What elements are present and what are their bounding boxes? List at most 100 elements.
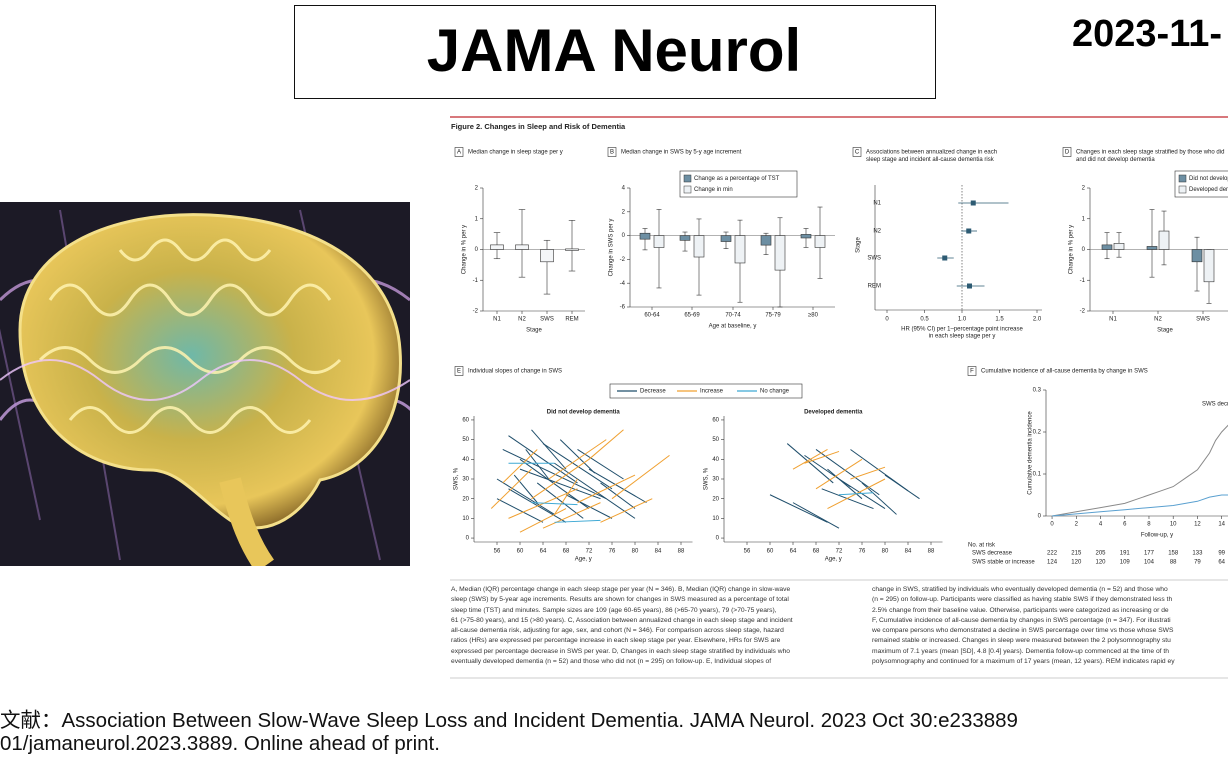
caption-line: all-cause dementia risk, adjusting for a… xyxy=(451,627,784,635)
y-tick-label: N1 xyxy=(873,201,881,207)
x-tick-label: 6 xyxy=(1123,522,1127,528)
slope-line xyxy=(804,450,840,464)
slope-line xyxy=(884,474,920,500)
slope-line xyxy=(815,458,863,490)
box xyxy=(760,235,772,246)
x-tick-label: 88 xyxy=(928,549,935,555)
y-axis-label: Change in % per y xyxy=(1069,225,1075,274)
slope-line xyxy=(502,449,607,500)
x-tick-label: 65-69 xyxy=(684,313,700,319)
x-tick-label: 56 xyxy=(494,549,501,555)
slide-date: 2023-11- xyxy=(1072,13,1222,55)
slope-line xyxy=(554,519,601,523)
y-tick-label: 0 xyxy=(466,536,470,542)
risk-count: 205 xyxy=(1096,551,1107,557)
risk-count: 88 xyxy=(1170,560,1177,566)
x-tick-label: 10 xyxy=(1170,522,1177,528)
caption-line: maximum of 7.1 years (mean [SD], 4.8 [0.… xyxy=(872,647,1169,655)
risk-row-label: SWS stable or increase xyxy=(972,560,1035,566)
panel-label: C xyxy=(855,150,860,156)
y-tick-label: 4 xyxy=(622,186,626,192)
y-tick-label: 50 xyxy=(462,437,469,443)
y-axis-label: Cumulative dementia incidence xyxy=(1028,411,1034,495)
point-estimate xyxy=(970,200,976,206)
caption-line: we compare persons who demonstrated a de… xyxy=(872,627,1174,635)
x-tick-label: SWS xyxy=(540,317,554,323)
x-tick-label: 64 xyxy=(540,549,547,555)
x-tick-label: 60 xyxy=(767,549,774,555)
slope-line xyxy=(792,502,840,529)
box xyxy=(679,235,691,241)
x-tick-label: 12 xyxy=(1194,522,1201,528)
x-tick-label: 60 xyxy=(517,549,524,555)
slope-line xyxy=(525,449,550,480)
y-tick-label: 0.1 xyxy=(1033,472,1042,478)
y-tick-label: 10 xyxy=(712,516,719,522)
y-tick-label: 2 xyxy=(622,209,626,215)
box xyxy=(515,244,529,250)
y-tick-label: -2 xyxy=(473,309,479,315)
caption-left: A, Median (IQR) percentage change in eac… xyxy=(451,585,863,667)
y-tick-label: 60 xyxy=(462,418,469,424)
risk-count: 133 xyxy=(1192,551,1203,557)
slope-line xyxy=(559,439,596,474)
incidence-curve xyxy=(1052,494,1228,517)
y-tick-label: 1 xyxy=(1082,216,1086,222)
risk-count: 177 xyxy=(1144,551,1155,557)
caption-line: 2.5% change from their baseline value. O… xyxy=(872,606,1169,614)
y-tick-label: 2 xyxy=(1082,186,1086,192)
slope-line xyxy=(496,478,555,515)
y-tick-label: -2 xyxy=(1080,309,1086,315)
risk-count: 79 xyxy=(1194,560,1201,566)
legend-swatch xyxy=(683,185,692,194)
x-tick-label: 0.5 xyxy=(920,317,929,323)
y-tick-label: -2 xyxy=(620,257,626,263)
panel-title: Median change in sleep stage per y xyxy=(468,150,563,156)
slope-line xyxy=(577,474,636,504)
panel-label: E xyxy=(457,369,461,375)
x-axis-label: in each sleep stage per y xyxy=(929,334,996,340)
y-axis-label: SWS, % xyxy=(704,467,710,490)
panel-label-box xyxy=(852,147,862,157)
panel-title: sleep stage and incident all-cause demen… xyxy=(866,157,995,163)
x-tick-label: 2 xyxy=(1075,522,1079,528)
legend-swatch xyxy=(1178,174,1187,183)
y-tick-label: SWS xyxy=(867,256,881,262)
legend-box xyxy=(609,383,803,399)
panel-label-box xyxy=(607,147,617,157)
box xyxy=(720,235,732,242)
slope-line xyxy=(548,439,607,480)
caption-line: 61 (>75-80 years), and 15 (>80 years). C… xyxy=(451,616,793,624)
box xyxy=(1191,249,1203,263)
x-tick-label: 56 xyxy=(744,549,751,555)
panel-title: Median change in SWS by 5-y age incremen… xyxy=(621,150,742,156)
x-tick-label: SWS xyxy=(1196,317,1210,323)
y-tick-label: 30 xyxy=(712,477,719,483)
x-tick-label: 68 xyxy=(813,549,820,555)
slope-line xyxy=(588,468,647,504)
slope-line xyxy=(542,443,613,490)
slope-line xyxy=(611,454,670,500)
y-tick-label: 20 xyxy=(712,496,719,502)
y-axis-label: SWS, % xyxy=(454,467,460,490)
y-tick-label: 0 xyxy=(622,233,626,239)
y-axis-label: Stage xyxy=(856,237,862,253)
slope-line xyxy=(496,498,544,523)
slope-line xyxy=(531,458,590,500)
slope-line xyxy=(542,502,601,529)
y-tick-label: 10 xyxy=(462,516,469,522)
subplot-title: Did not develop dementia xyxy=(547,410,621,416)
point-estimate xyxy=(942,255,948,261)
x-axis-label: Stage xyxy=(1157,328,1173,334)
x-tick-label: 1.5 xyxy=(995,317,1004,323)
risk-count: 222 xyxy=(1047,551,1058,557)
box xyxy=(490,244,504,250)
panel-title: and did not develop dementia xyxy=(1076,157,1155,163)
slope-line xyxy=(531,429,567,470)
slope-line xyxy=(513,474,538,503)
x-tick-label: 60-64 xyxy=(644,313,660,319)
risk-count: 64 xyxy=(1218,560,1225,566)
risk-count: 99 xyxy=(1218,551,1225,557)
